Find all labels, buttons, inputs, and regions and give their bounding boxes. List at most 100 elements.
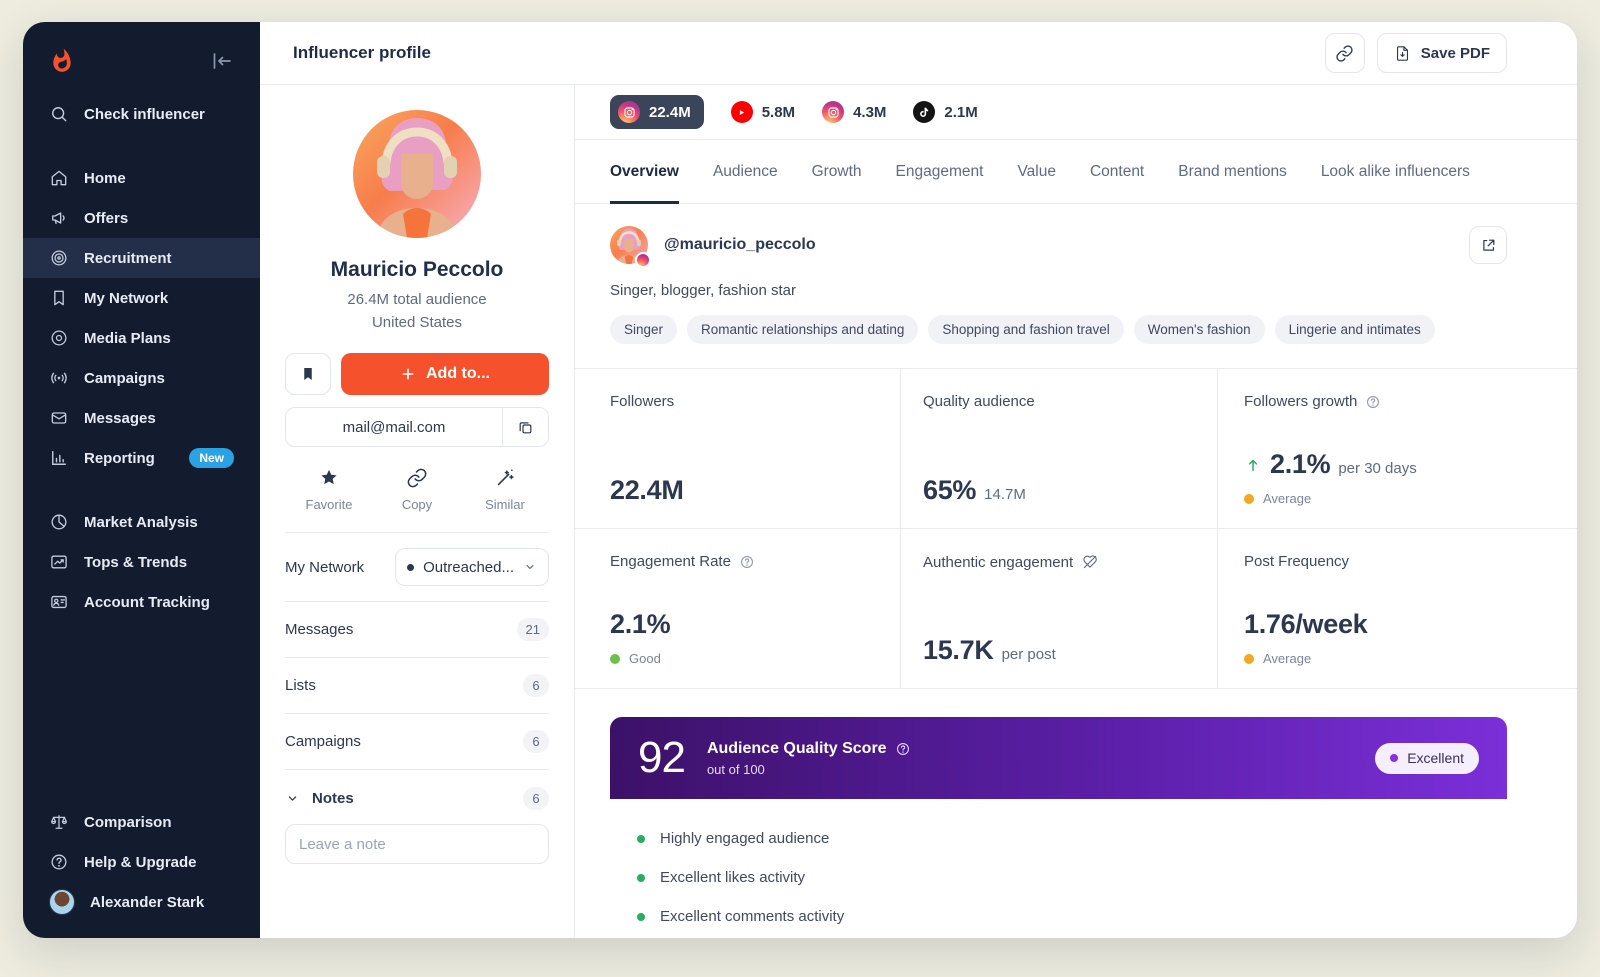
instagram-icon — [618, 101, 640, 123]
status-dot-green — [610, 653, 620, 664]
network-status-dropdown[interactable]: Outreached... — [395, 548, 549, 586]
instagram-icon — [822, 101, 845, 123]
tab-growth[interactable]: Growth — [811, 162, 862, 180]
influencer-profile-panel: Mauricio Peccolo 26.4M total audience Un… — [260, 85, 575, 938]
sidebar-item-offers[interactable]: Offers — [23, 198, 260, 238]
sidebar-item-label: Offers — [84, 209, 129, 227]
messages-row[interactable]: Messages 21 — [285, 602, 549, 658]
tab-value[interactable]: Value — [1017, 162, 1056, 180]
sidebar-item-tops-trends[interactable]: Tops & Trends — [23, 542, 260, 582]
email-field[interactable] — [286, 408, 502, 446]
campaigns-count: 6 — [523, 730, 549, 753]
category-tags: Singer Romantic relationships and dating… — [610, 315, 1507, 344]
quality-audience-value: 65% — [923, 475, 977, 505]
home-icon — [49, 168, 69, 188]
star-icon — [318, 467, 340, 489]
bookmark-button[interactable] — [285, 353, 331, 395]
stats-grid: Followers 22.4M Quality audience 65% 14.… — [575, 368, 1577, 689]
user-avatar — [49, 889, 75, 915]
note-input[interactable] — [285, 824, 549, 864]
sidebar-collapse-button[interactable] — [210, 49, 234, 73]
bookmark-icon — [49, 288, 69, 308]
external-link-icon — [1480, 237, 1497, 254]
growth-status: Average — [1263, 491, 1312, 506]
sidebar-user-profile[interactable]: Alexander Stark — [23, 882, 260, 922]
sidebar-item-label: Home — [84, 169, 126, 187]
audience-quality-banner: 92 Audience Quality Score out of 100 Exc… — [610, 717, 1507, 799]
sidebar-item-label: Messages — [84, 409, 156, 427]
sidebar-item-my-network[interactable]: My Network — [23, 278, 260, 318]
sidebar-item-account-tracking[interactable]: Account Tracking — [23, 582, 260, 622]
app-logo-flame-icon[interactable] — [49, 48, 75, 74]
sidebar-item-label: Tops & Trends — [84, 553, 188, 571]
lists-count: 6 — [523, 674, 549, 697]
sidebar-item-label: Account Tracking — [84, 593, 210, 611]
notes-toggle[interactable]: Notes 6 — [285, 770, 549, 824]
category-tag: Romantic relationships and dating — [687, 315, 919, 344]
mail-icon — [49, 408, 69, 428]
main-area: Influencer profile Save PDF Mauricio Pec… — [260, 22, 1577, 938]
stat-followers-growth: Followers growth 2.1% per 30 days Averag… — [1217, 369, 1577, 529]
engagement-rate-value: 2.1% — [610, 609, 671, 639]
add-to-button[interactable]: Add to... — [341, 353, 549, 395]
social-youtube[interactable]: 5.8M — [730, 101, 795, 123]
copy-email-button[interactable] — [502, 408, 548, 446]
aqs-score: 92 — [638, 733, 686, 782]
stat-engagement-rate: Engagement Rate 2.1% Good — [575, 529, 900, 689]
tab-engagement[interactable]: Engagement — [895, 162, 984, 180]
followers-value: 22.4M — [610, 475, 684, 505]
user-name: Alexander Stark — [90, 893, 205, 911]
post-frequency-status: Average — [1263, 651, 1312, 666]
tab-audience[interactable]: Audience — [712, 162, 778, 180]
sidebar-item-label: Comparison — [84, 813, 172, 831]
stat-post-frequency: Post Frequency 1.76/week Average — [1217, 529, 1577, 689]
favorite-action[interactable]: Favorite — [285, 467, 373, 512]
social-tiktok[interactable]: 2.1M — [913, 101, 978, 123]
open-external-profile-button[interactable] — [1469, 226, 1507, 264]
sidebar-item-check-influencer[interactable]: Check influencer — [23, 94, 260, 134]
sidebar-item-home[interactable]: Home — [23, 158, 260, 198]
search-icon — [49, 104, 69, 124]
influencer-name: Mauricio Peccolo — [330, 258, 504, 281]
account-bio: Singer, blogger, fashion star — [610, 282, 796, 299]
tab-brand-mentions[interactable]: Brand mentions — [1178, 162, 1287, 180]
stat-authentic-engagement: Authentic engagement 15.7K per post — [900, 529, 1217, 689]
sidebar-item-help-upgrade[interactable]: Help & Upgrade — [23, 842, 260, 882]
help-circle-icon[interactable] — [1365, 394, 1381, 410]
tab-content[interactable]: Content — [1089, 162, 1145, 180]
lists-row[interactable]: Lists 6 — [285, 658, 549, 714]
scales-icon — [49, 812, 69, 832]
sidebar-item-messages[interactable]: Messages — [23, 398, 260, 438]
sidebar-item-recruitment[interactable]: Recruitment — [23, 238, 260, 278]
help-circle-icon[interactable] — [895, 741, 911, 757]
copy-action[interactable]: Copy — [373, 467, 461, 512]
help-circle-icon[interactable] — [739, 554, 755, 570]
top-bar: Influencer profile Save PDF — [260, 22, 1577, 85]
social-accounts-row: 22.4M 5.8M 4.3M 2.1M — [575, 85, 1577, 140]
social-instagram-primary[interactable]: 22.4M — [610, 95, 704, 129]
campaigns-row[interactable]: Campaigns 6 — [285, 714, 549, 770]
tab-look-alike[interactable]: Look alike influencers — [1320, 162, 1470, 180]
sidebar-item-label: My Network — [84, 289, 169, 307]
help-icon — [49, 852, 69, 872]
save-pdf-button[interactable]: Save PDF — [1376, 33, 1507, 73]
sidebar-item-comparison[interactable]: Comparison — [23, 802, 260, 842]
sidebar-item-label: Recruitment — [84, 249, 172, 267]
my-network-label: My Network — [285, 558, 365, 576]
tab-overview[interactable]: Overview — [610, 140, 679, 204]
similar-action[interactable]: Similar — [461, 467, 549, 512]
link-icon — [1335, 44, 1354, 63]
social-instagram-secondary[interactable]: 4.3M — [822, 101, 886, 123]
account-handle: @mauricio_peccolo — [664, 236, 816, 253]
sidebar-item-market-analysis[interactable]: Market Analysis — [23, 502, 260, 542]
sidebar-item-campaigns[interactable]: Campaigns — [23, 358, 260, 398]
sidebar-item-media-plans[interactable]: Media Plans — [23, 318, 260, 358]
total-audience: 26.4M total audience — [347, 291, 487, 308]
influencer-country: United States — [371, 314, 463, 331]
bookmark-filled-icon — [299, 365, 317, 383]
magic-wand-icon — [494, 467, 516, 489]
copy-link-button[interactable] — [1324, 33, 1365, 73]
sidebar-item-reporting[interactable]: Reporting New — [23, 438, 260, 478]
stat-quality-audience: Quality audience 65% 14.7M — [900, 369, 1217, 529]
growth-up-arrow-icon — [1244, 456, 1262, 474]
